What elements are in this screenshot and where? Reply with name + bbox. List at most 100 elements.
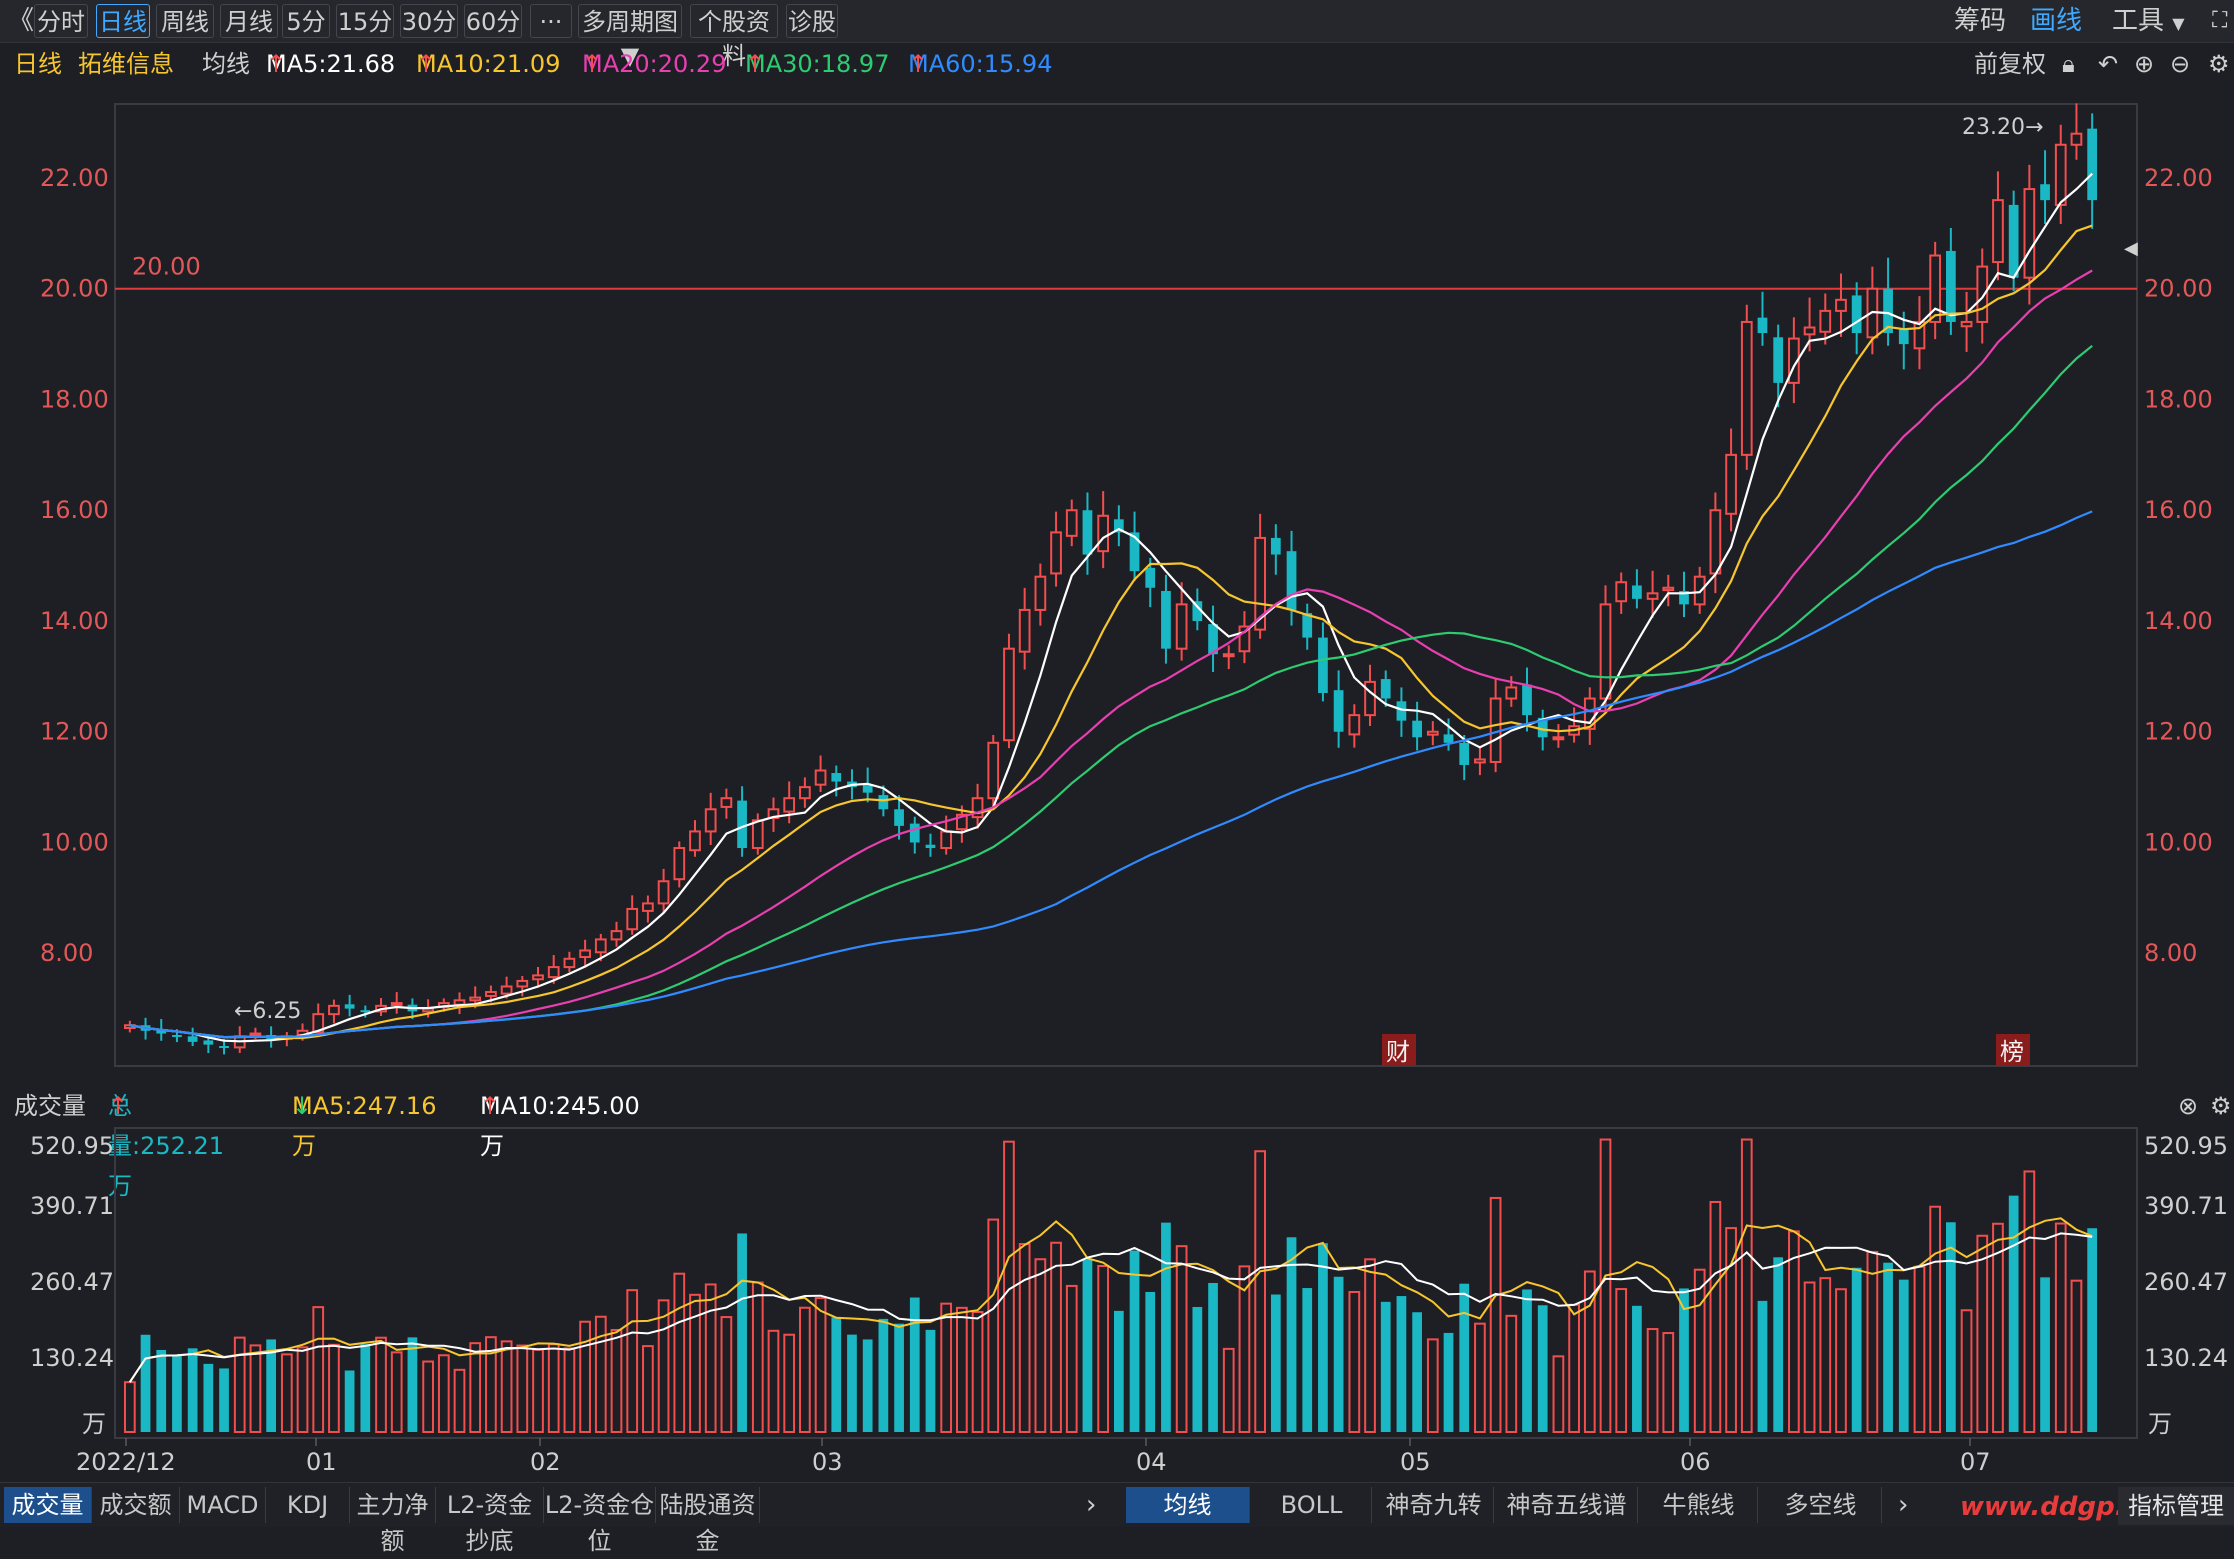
candle-15 <box>360 1010 371 1013</box>
zoom-in-icon[interactable]: ⊕ <box>2134 50 2155 78</box>
zoom-out-icon[interactable]: ⊖ <box>2170 50 2191 78</box>
candle-96 <box>1632 585 1642 599</box>
volume-bar-53 <box>955 1306 968 1433</box>
volume-bar-18 <box>407 1337 418 1432</box>
candle-102 <box>1725 453 1737 515</box>
candle-77 <box>1333 690 1344 732</box>
volume-bar-33 <box>642 1345 654 1433</box>
volume-bar-40 <box>751 1281 764 1433</box>
settings-icon[interactable]: ⚙ <box>2208 50 2230 78</box>
close-icon[interactable]: ⊗ <box>2178 1092 2199 1120</box>
chip-button[interactable]: 筹码 <box>1954 6 2007 36</box>
volume-bar-84 <box>1443 1332 1454 1432</box>
candle-103 <box>1740 320 1753 456</box>
indicator-manage-button[interactable]: 指标管理 <box>2118 1487 2234 1525</box>
tab-2[interactable]: 周线 <box>156 4 214 38</box>
volume-bar-79 <box>1364 1258 1376 1433</box>
volume-bar-54 <box>971 1310 984 1433</box>
volume-bar-34 <box>657 1299 670 1433</box>
tab-8[interactable]: ··· <box>530 4 572 38</box>
indicator-tab-2[interactable]: MACD <box>180 1487 266 1523</box>
candle-93 <box>1583 697 1596 730</box>
tools-menu[interactable]: 工具 ▼ <box>2112 4 2185 38</box>
fullscreen-icon[interactable]: ⛶ <box>2212 8 2228 33</box>
volume-chart[interactable]: 520.95 520.95 390.71 390.71 260.47 260.47 130.… <box>0 1126 2234 1482</box>
volume-bar-17 <box>390 1351 403 1433</box>
volume-bar-27 <box>547 1343 560 1434</box>
volume-bar-102 <box>1725 1227 1737 1433</box>
candle-125 <box>2087 128 2098 201</box>
overlay-tab-5[interactable]: 多空线 <box>1760 1487 1882 1523</box>
volume-bar-87 <box>1489 1196 1502 1433</box>
overlay-tab-0[interactable]: 均线 <box>1126 1487 1250 1523</box>
overlay-tab-1[interactable]: BOLL <box>1252 1487 1372 1523</box>
period-label: 日线 <box>14 50 62 78</box>
up-arrow-icon: ↑ <box>908 50 929 78</box>
date-label-5: 05 <box>1400 1448 1431 1476</box>
tab-1[interactable]: 日线 <box>96 4 150 38</box>
tab-11[interactable]: 诊股 <box>786 4 838 38</box>
candle-3 <box>172 1034 182 1037</box>
candle-89 <box>1522 684 1532 716</box>
volume-bar-37 <box>704 1283 717 1433</box>
volume-bar-50 <box>909 1297 920 1432</box>
candle-40 <box>751 819 764 850</box>
tab-4[interactable]: 5分 <box>282 4 330 38</box>
tab-5[interactable]: 15分 <box>336 4 394 38</box>
up-arrow-icon: ↑ <box>745 50 766 78</box>
tab-10[interactable]: 个股资料 <box>690 4 778 70</box>
chevron-right-icon[interactable]: › <box>1898 1490 1909 1520</box>
volume-bar-122 <box>2040 1277 2050 1432</box>
candle-116 <box>1945 250 1956 322</box>
tab-9[interactable]: 多周期图 ▼ <box>578 4 682 70</box>
volume-bar-51 <box>925 1329 936 1432</box>
price-chart[interactable]: 22.00 22.00 20.00 20.00 18.00 18.00 16.00 16.00… <box>0 84 2234 1084</box>
top-toolbar: 《 分时 日线 周线 月线 5分 15分 30分 60分 ··· 多周期图 ▼ 个股资料 诊股 筹码 … <box>0 0 2234 70</box>
tab-0[interactable]: 分时 <box>34 4 88 38</box>
indicator-tab-1[interactable]: 成交额 <box>92 1487 180 1523</box>
candle-112 <box>1883 288 1893 334</box>
draw-line-button[interactable]: 画线 <box>2030 6 2083 36</box>
candle-78 <box>1348 714 1361 736</box>
volume-bar-41 <box>767 1329 780 1434</box>
candle-118 <box>1976 265 1989 323</box>
undo-icon[interactable]: ↶ <box>2098 50 2119 78</box>
volume-bar-95 <box>1615 1288 1628 1433</box>
volume-bar-25 <box>516 1344 529 1433</box>
overlay-tab-3[interactable]: 神奇五线谱 <box>1496 1487 1638 1523</box>
candle-114 <box>1913 320 1926 350</box>
volume-bar-124 <box>2070 1279 2083 1433</box>
overlay-tab-4[interactable]: 牛熊线 <box>1640 1487 1758 1523</box>
indicator-tab-5[interactable]: L2-资金抄底 <box>436 1487 544 1555</box>
tab-3[interactable]: 月线 <box>220 4 278 38</box>
candle-99 <box>1679 591 1689 605</box>
indicator-tab-0[interactable]: 成交量 <box>4 1487 92 1523</box>
indicator-tab-4[interactable]: 主力净额 <box>350 1487 436 1555</box>
candle-120 <box>2008 204 2019 278</box>
lock-icon[interactable]: 🔒︎ <box>2062 50 2075 78</box>
indicator-tab-3[interactable]: KDJ <box>266 1487 350 1523</box>
volume-bar-1 <box>140 1334 151 1432</box>
back-button[interactable]: 《 <box>8 6 35 36</box>
indicator-tab-6[interactable]: L2-资金仓位 <box>544 1487 656 1555</box>
settings-icon[interactable]: ⚙ <box>2210 1092 2232 1120</box>
candle-47 <box>862 784 873 793</box>
candle-4 <box>187 1036 198 1042</box>
volume-bar-82 <box>1412 1312 1422 1432</box>
date-axis: 2022/12 01 02 03 04 05 06 07 <box>76 1438 1991 1476</box>
overlay-tab-2[interactable]: 神奇九转 <box>1374 1487 1494 1523</box>
candle-34 <box>657 880 670 905</box>
candle-86 <box>1474 758 1486 764</box>
volume-axis: 520.95 520.95 390.71 390.71 260.47 260.47 130.… <box>30 1132 2228 1438</box>
candle-113 <box>1898 328 1909 345</box>
chevron-right-icon[interactable]: › <box>1086 1490 1097 1520</box>
tab-7[interactable]: 60分 <box>464 4 522 38</box>
candle-51 <box>925 844 936 849</box>
volume-ma10-line <box>128 1232 2093 1383</box>
price-tick-0-1: 22.00 <box>2144 164 2213 192</box>
indicator-tab-7[interactable]: 陆股通资金 <box>656 1487 760 1555</box>
volume-bar-105 <box>1773 1257 1784 1432</box>
tab-6[interactable]: 30分 <box>400 4 458 38</box>
candle-62 <box>1097 514 1110 553</box>
fuquan-toggle[interactable]: 前复权 <box>1974 50 2046 78</box>
